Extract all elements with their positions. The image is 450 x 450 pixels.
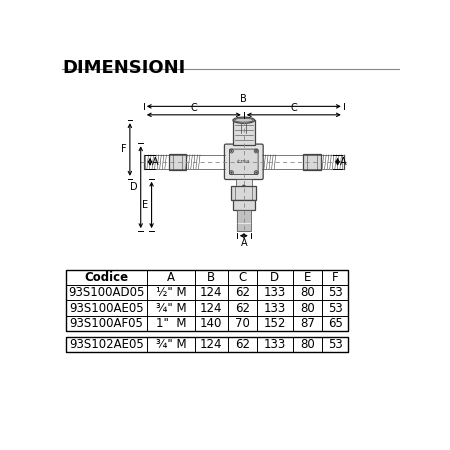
Text: 124: 124 (200, 338, 222, 351)
Bar (233, 120, 255, 145)
Text: B: B (207, 271, 215, 284)
Text: 93S102AE05: 93S102AE05 (69, 338, 144, 351)
Text: 80: 80 (300, 302, 315, 315)
Text: icma: icma (237, 159, 250, 164)
Text: Codice: Codice (84, 271, 128, 284)
Bar (231, 186, 256, 200)
Text: 1"  M: 1" M (156, 317, 186, 330)
FancyBboxPatch shape (230, 149, 258, 175)
Text: F: F (121, 144, 127, 154)
Bar (169, 154, 186, 170)
Text: 93S100AF05: 93S100AF05 (69, 317, 143, 330)
Text: C: C (190, 103, 197, 112)
Text: DIMENSIONI: DIMENSIONI (63, 59, 186, 77)
Text: A: A (340, 157, 346, 167)
Text: D: D (270, 271, 279, 284)
Text: 87: 87 (300, 317, 315, 330)
Text: 93S100AD05: 93S100AD05 (68, 286, 144, 299)
Text: 80: 80 (300, 338, 315, 351)
Text: D: D (130, 182, 138, 192)
Text: ½" M: ½" M (156, 286, 186, 299)
FancyBboxPatch shape (225, 144, 263, 180)
Text: A: A (240, 238, 247, 248)
Circle shape (256, 172, 257, 173)
Text: A: A (153, 157, 159, 167)
Bar (66, 270, 348, 331)
Circle shape (256, 150, 257, 152)
Text: 53: 53 (328, 302, 342, 315)
Text: 62: 62 (235, 338, 250, 351)
Text: ¾" M: ¾" M (156, 338, 186, 351)
Text: 80: 80 (300, 286, 315, 299)
Text: 124: 124 (200, 286, 222, 299)
Text: 140: 140 (200, 317, 222, 330)
Text: E: E (304, 271, 311, 284)
Ellipse shape (234, 118, 253, 122)
Circle shape (230, 150, 232, 152)
Circle shape (230, 172, 232, 173)
Text: 133: 133 (264, 338, 286, 351)
Text: C: C (290, 103, 297, 112)
Text: 62: 62 (235, 302, 250, 315)
Text: E: E (142, 200, 148, 210)
Text: 62: 62 (235, 286, 250, 299)
Text: 53: 53 (328, 338, 342, 351)
Text: 70: 70 (235, 317, 250, 330)
Text: ¾" M: ¾" M (156, 302, 186, 315)
Text: A: A (167, 271, 175, 284)
Text: 133: 133 (264, 302, 286, 315)
Text: 152: 152 (264, 317, 286, 330)
Bar (303, 154, 320, 170)
Bar (236, 179, 252, 186)
Text: C: C (238, 271, 247, 284)
Text: 65: 65 (328, 317, 343, 330)
Text: B: B (240, 94, 247, 104)
Bar (66, 337, 348, 352)
Ellipse shape (233, 117, 255, 123)
Circle shape (242, 185, 245, 188)
Text: 133: 133 (264, 286, 286, 299)
Text: F: F (332, 271, 338, 284)
Text: 93S100AE05: 93S100AE05 (69, 302, 144, 315)
Bar (237, 210, 251, 231)
Bar (233, 200, 255, 210)
Text: 124: 124 (200, 302, 222, 315)
Text: 53: 53 (328, 286, 342, 299)
